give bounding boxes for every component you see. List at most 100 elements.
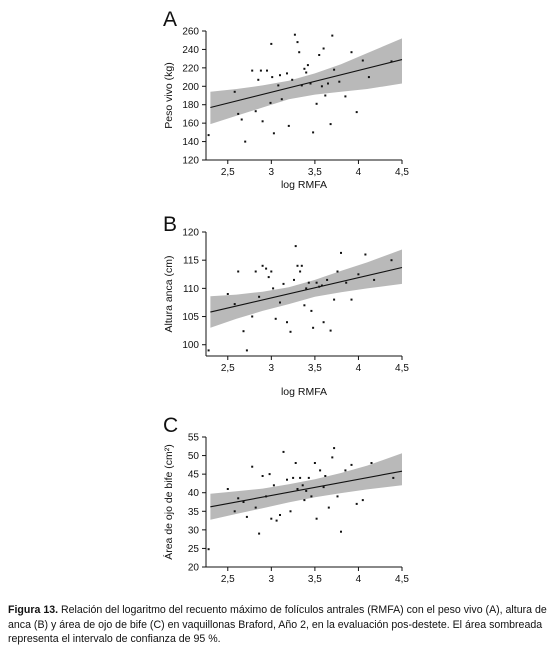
data-point <box>324 94 327 97</box>
data-point <box>237 270 240 273</box>
data-point <box>257 78 260 81</box>
data-point <box>259 69 262 72</box>
data-point <box>289 330 292 333</box>
data-point <box>271 76 274 79</box>
data-point <box>345 281 348 284</box>
data-point <box>307 476 310 479</box>
data-point <box>303 304 306 307</box>
y-tick-label: 50 <box>188 451 200 462</box>
data-point <box>274 317 277 320</box>
data-point <box>324 475 327 477</box>
data-point <box>313 462 316 464</box>
data-point <box>291 78 294 81</box>
y-tick-label: 120 <box>182 156 199 167</box>
data-point <box>298 51 301 54</box>
y-tick-label: 55 <box>188 433 200 444</box>
x-tick-label: 3 <box>269 363 275 374</box>
x-tick-label: 4 <box>356 167 362 178</box>
data-point <box>333 447 336 450</box>
y-tick-label: 45 <box>188 470 200 481</box>
data-point <box>293 33 296 36</box>
data-point <box>327 82 329 85</box>
y-axis-title: Área de ojo de bife (cm²) <box>162 444 175 560</box>
data-point <box>254 506 257 509</box>
data-point <box>251 69 254 72</box>
figure-canvas: 120 140 160 180 200 220 240 260 2,5 3 3,5 4 4,5 A Peso… <box>162 8 409 585</box>
data-point <box>272 287 275 290</box>
data-point <box>299 270 302 273</box>
data-point <box>315 102 318 105</box>
data-point <box>270 517 273 520</box>
data-point <box>233 90 236 93</box>
x-tick-label: 4,5 <box>395 574 409 585</box>
x-tick-label: 2,5 <box>221 363 235 374</box>
data-point <box>279 74 281 77</box>
data-point <box>350 51 353 54</box>
data-point <box>331 456 334 459</box>
data-point <box>333 68 336 71</box>
data-point <box>327 506 330 509</box>
data-point <box>207 134 210 137</box>
data-point <box>301 484 304 487</box>
data-point <box>292 476 295 479</box>
data-point <box>265 267 268 270</box>
data-point <box>370 462 373 464</box>
panel-letter: B <box>163 213 177 236</box>
data-point <box>287 124 290 127</box>
data-point <box>312 131 315 134</box>
data-point <box>333 298 336 301</box>
x-tick-label: 2,5 <box>221 167 235 178</box>
y-axis-title: Altura anca (cm) <box>163 255 175 332</box>
data-point <box>322 47 325 50</box>
data-point <box>294 245 297 248</box>
data-point <box>320 85 323 88</box>
confidence-band <box>210 38 402 125</box>
y-tick-label: 180 <box>182 100 199 111</box>
y-tick-label: 115 <box>183 256 199 267</box>
data-point <box>303 67 306 70</box>
data-point <box>320 284 323 287</box>
data-point <box>242 330 245 333</box>
data-point <box>344 95 347 98</box>
x-tick-label: 4,5 <box>395 363 409 374</box>
data-point <box>300 84 303 87</box>
data-point <box>361 59 364 62</box>
figure-caption: Figura 13. Relación del logaritmo del re… <box>8 603 550 647</box>
data-point <box>296 264 299 267</box>
data-point <box>272 484 275 487</box>
y-tick-label: 260 <box>182 27 199 38</box>
data-point <box>267 276 270 279</box>
data-point <box>237 112 240 115</box>
y-tick-label: 140 <box>182 137 199 148</box>
panel-letter: C <box>163 414 178 437</box>
y-tick-label: 220 <box>182 63 199 74</box>
data-point <box>392 476 395 479</box>
data-point <box>390 60 393 63</box>
data-point <box>310 495 313 498</box>
data-point <box>233 303 236 306</box>
data-point <box>261 264 264 267</box>
data-point <box>306 64 309 67</box>
data-point <box>350 463 353 466</box>
y-tick-label: 105 <box>182 312 199 323</box>
data-point <box>270 42 273 45</box>
data-point <box>240 118 243 121</box>
data-point <box>355 502 358 505</box>
regression-line <box>210 470 403 508</box>
data-point <box>294 462 297 464</box>
data-point <box>305 287 308 290</box>
x-tick-label: 4 <box>356 363 362 374</box>
data-point <box>336 495 339 498</box>
data-point <box>307 281 310 284</box>
panel-A: 120 140 160 180 200 220 240 260 2,5 3 3,5 4 4,5 A Peso… <box>163 8 409 191</box>
data-point <box>251 315 254 318</box>
data-point <box>329 123 332 126</box>
y-tick-label: 25 <box>188 544 200 555</box>
x-tick-label: 3,5 <box>308 574 322 585</box>
data-point <box>340 251 342 254</box>
x-tick-label: 2,5 <box>221 574 235 585</box>
data-point <box>277 84 280 87</box>
data-point <box>269 101 272 104</box>
data-point <box>309 82 312 85</box>
data-point <box>331 34 334 37</box>
